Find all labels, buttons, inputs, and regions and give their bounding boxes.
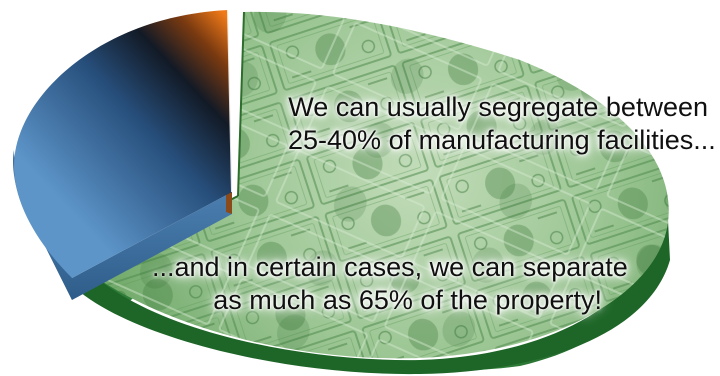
caption-bottom-line-2: as much as 65% of the property!	[213, 285, 602, 315]
caption-top-line-2: 25-40% of manufacturing facilities...	[288, 125, 716, 155]
caption-bottom-line-1: ...and in certain cases, we can separate	[152, 252, 628, 282]
separation-maximum-caption: ...and in certain cases, we can separate…	[152, 251, 628, 317]
blue-slice-top	[14, 10, 232, 278]
segregation-range-caption: We can usually segregate between 25-40% …	[288, 91, 716, 157]
caption-top-line-1: We can usually segregate between	[288, 92, 708, 122]
